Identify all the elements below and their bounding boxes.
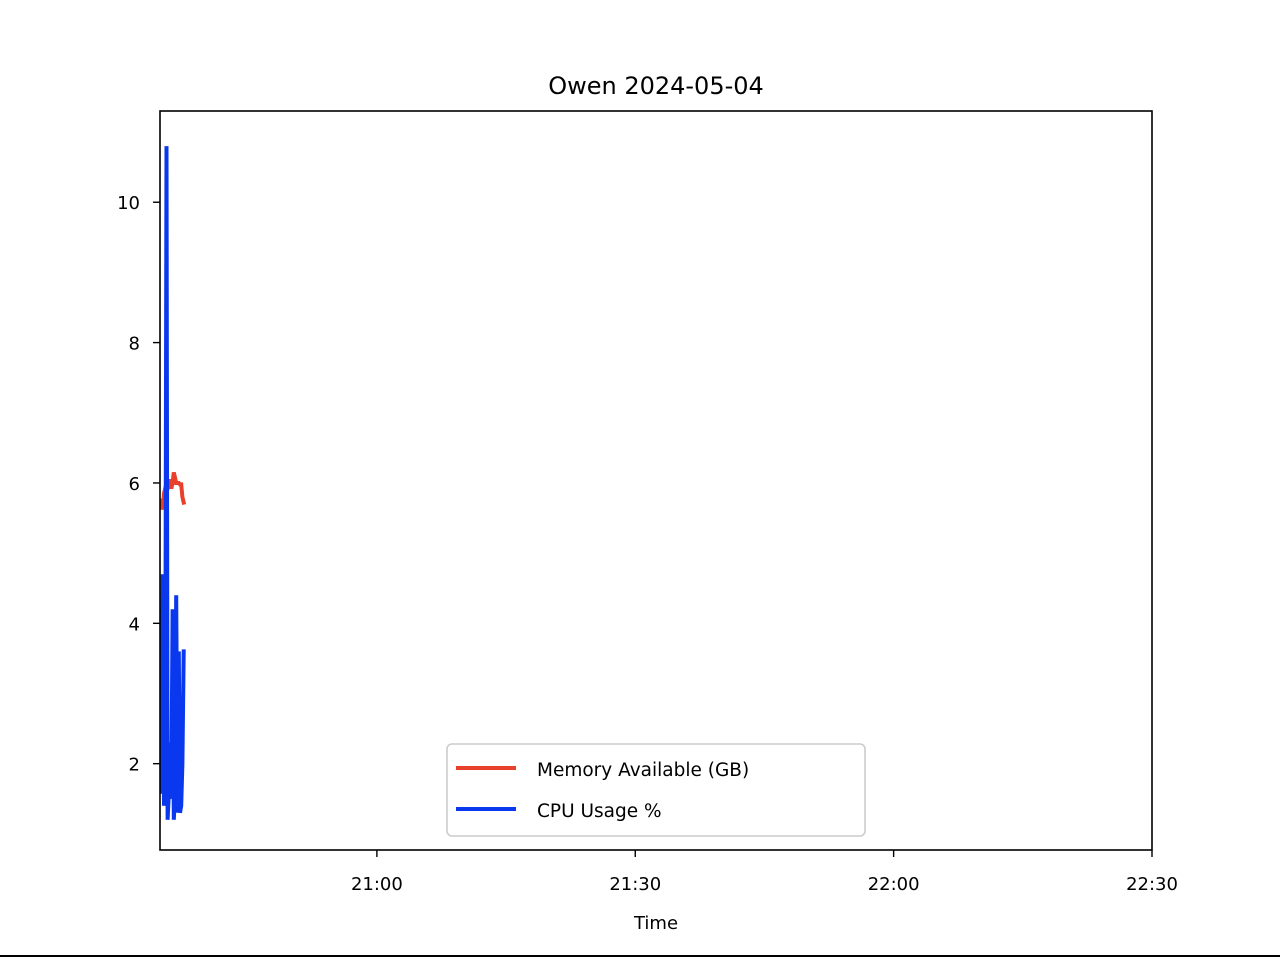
x-tick-label: 22:30 xyxy=(1126,874,1178,895)
cpu-usage-line xyxy=(159,146,186,820)
x-tick-label: 21:00 xyxy=(351,874,403,895)
y-tick-label: 6 xyxy=(129,474,140,495)
x-tick-label: 21:30 xyxy=(609,874,661,895)
x-axis-label: Time xyxy=(633,913,678,934)
legend-label-cpu: CPU Usage % xyxy=(537,801,662,822)
legend: Memory Available (GB) CPU Usage % xyxy=(446,743,866,837)
plot-area xyxy=(159,146,187,820)
y-axis: 2 4 6 8 10 xyxy=(117,193,160,776)
plot-frame xyxy=(159,110,1153,851)
bottom-rule xyxy=(0,955,1280,957)
y-tick-label: 2 xyxy=(129,755,140,776)
legend-box xyxy=(446,743,866,837)
y-tick-label: 8 xyxy=(129,334,140,355)
legend-label-memory: Memory Available (GB) xyxy=(537,760,749,781)
y-tick-label: 10 xyxy=(117,193,140,214)
y-tick-label: 4 xyxy=(129,614,140,635)
x-axis: 21:00 21:30 22:00 22:30 xyxy=(351,850,1178,895)
x-tick-label: 22:00 xyxy=(868,874,920,895)
chart-title: Owen 2024-05-04 xyxy=(548,72,764,100)
